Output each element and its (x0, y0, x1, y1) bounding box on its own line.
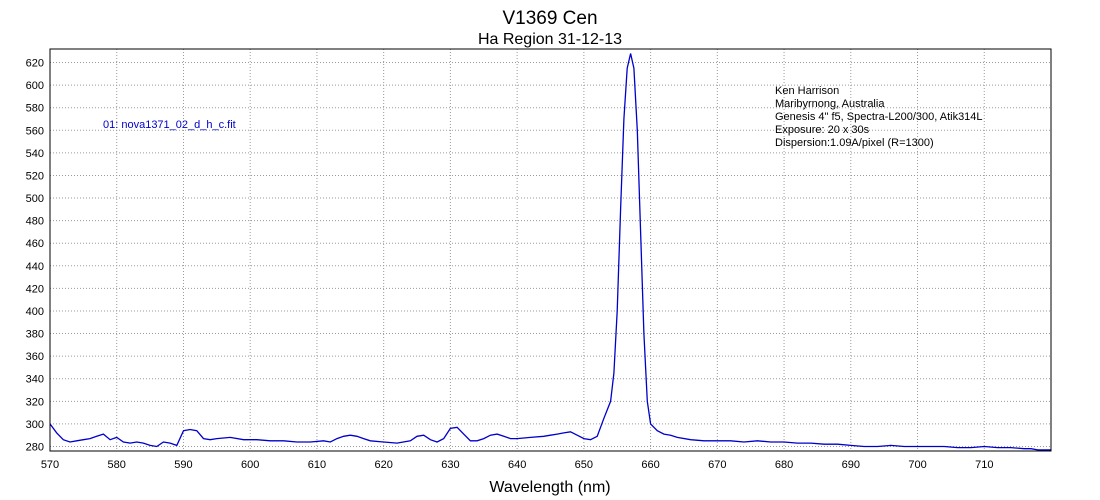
note-observer: Ken Harrison (775, 85, 839, 97)
note-location: Maribyrnong, Australia (775, 98, 885, 110)
y-tick-label: 540 (26, 148, 44, 160)
y-tick-label: 400 (26, 306, 44, 318)
y-tick-label: 440 (26, 261, 44, 273)
y-tick-label: 380 (26, 329, 44, 341)
x-tick-label: 580 (108, 459, 126, 471)
note-exposure: Exposure: 20 x 30s (775, 124, 870, 136)
note-equipment: Genesis 4" f5, Spectra-L200/300, Atik314… (775, 111, 983, 123)
y-tick-label: 420 (26, 283, 44, 295)
y-tick-label: 480 (26, 216, 44, 228)
y-tick-label: 360 (26, 351, 44, 363)
y-tick-label: 300 (26, 419, 44, 431)
x-tick-label: 590 (174, 459, 192, 471)
spectrum-series-line (49, 53, 1051, 451)
chart-subtitle: Ha Region 31-12-13 (478, 31, 622, 48)
y-tick-label: 580 (26, 103, 44, 115)
x-tick-label: 700 (908, 459, 926, 471)
y-tick-label: 320 (26, 396, 44, 408)
x-tick-label: 710 (975, 459, 993, 471)
y-tick-label: 340 (26, 374, 44, 386)
y-tick-label: 560 (26, 125, 44, 137)
x-tick-label: 630 (441, 459, 459, 471)
grid (49, 49, 1051, 451)
y-tick-label: 460 (26, 238, 44, 250)
x-tick-label: 640 (508, 459, 526, 471)
x-tick-label: 610 (308, 459, 326, 471)
x-tick-label: 620 (374, 459, 392, 471)
note-dispersion: Dispersion:1.09A/pixel (R=1300) (775, 137, 934, 149)
x-tick-label: 650 (575, 459, 593, 471)
y-axis-ticks: 280 300 320 340 360 380 400 420 440 460 480 500 520 5… (26, 58, 44, 454)
x-tick-label: 660 (641, 459, 659, 471)
x-tick-label: 690 (842, 459, 860, 471)
x-tick-label: 680 (775, 459, 793, 471)
x-tick-label: 600 (241, 459, 259, 471)
x-axis-ticks: 570 580 590 600 610 620 630 640 650 660 670 680 690 7… (41, 459, 994, 471)
plot-frame (49, 48, 1052, 452)
legend-series-label: 01: nova1371_02_d_h_c.fit (103, 119, 236, 131)
y-tick-label: 620 (26, 58, 44, 70)
y-tick-label: 280 (26, 441, 44, 453)
x-tick-label: 670 (708, 459, 726, 471)
observer-notes: Ken Harrison Maribyrnong, Australia Gene… (775, 85, 983, 149)
y-tick-label: 600 (26, 80, 44, 92)
chart-title: V1369 Cen (502, 8, 597, 29)
y-tick-label: 520 (26, 170, 44, 182)
x-axis-label: Wavelength (nm) (489, 479, 610, 496)
y-tick-label: 500 (26, 193, 44, 205)
x-tick-label: 570 (41, 459, 59, 471)
